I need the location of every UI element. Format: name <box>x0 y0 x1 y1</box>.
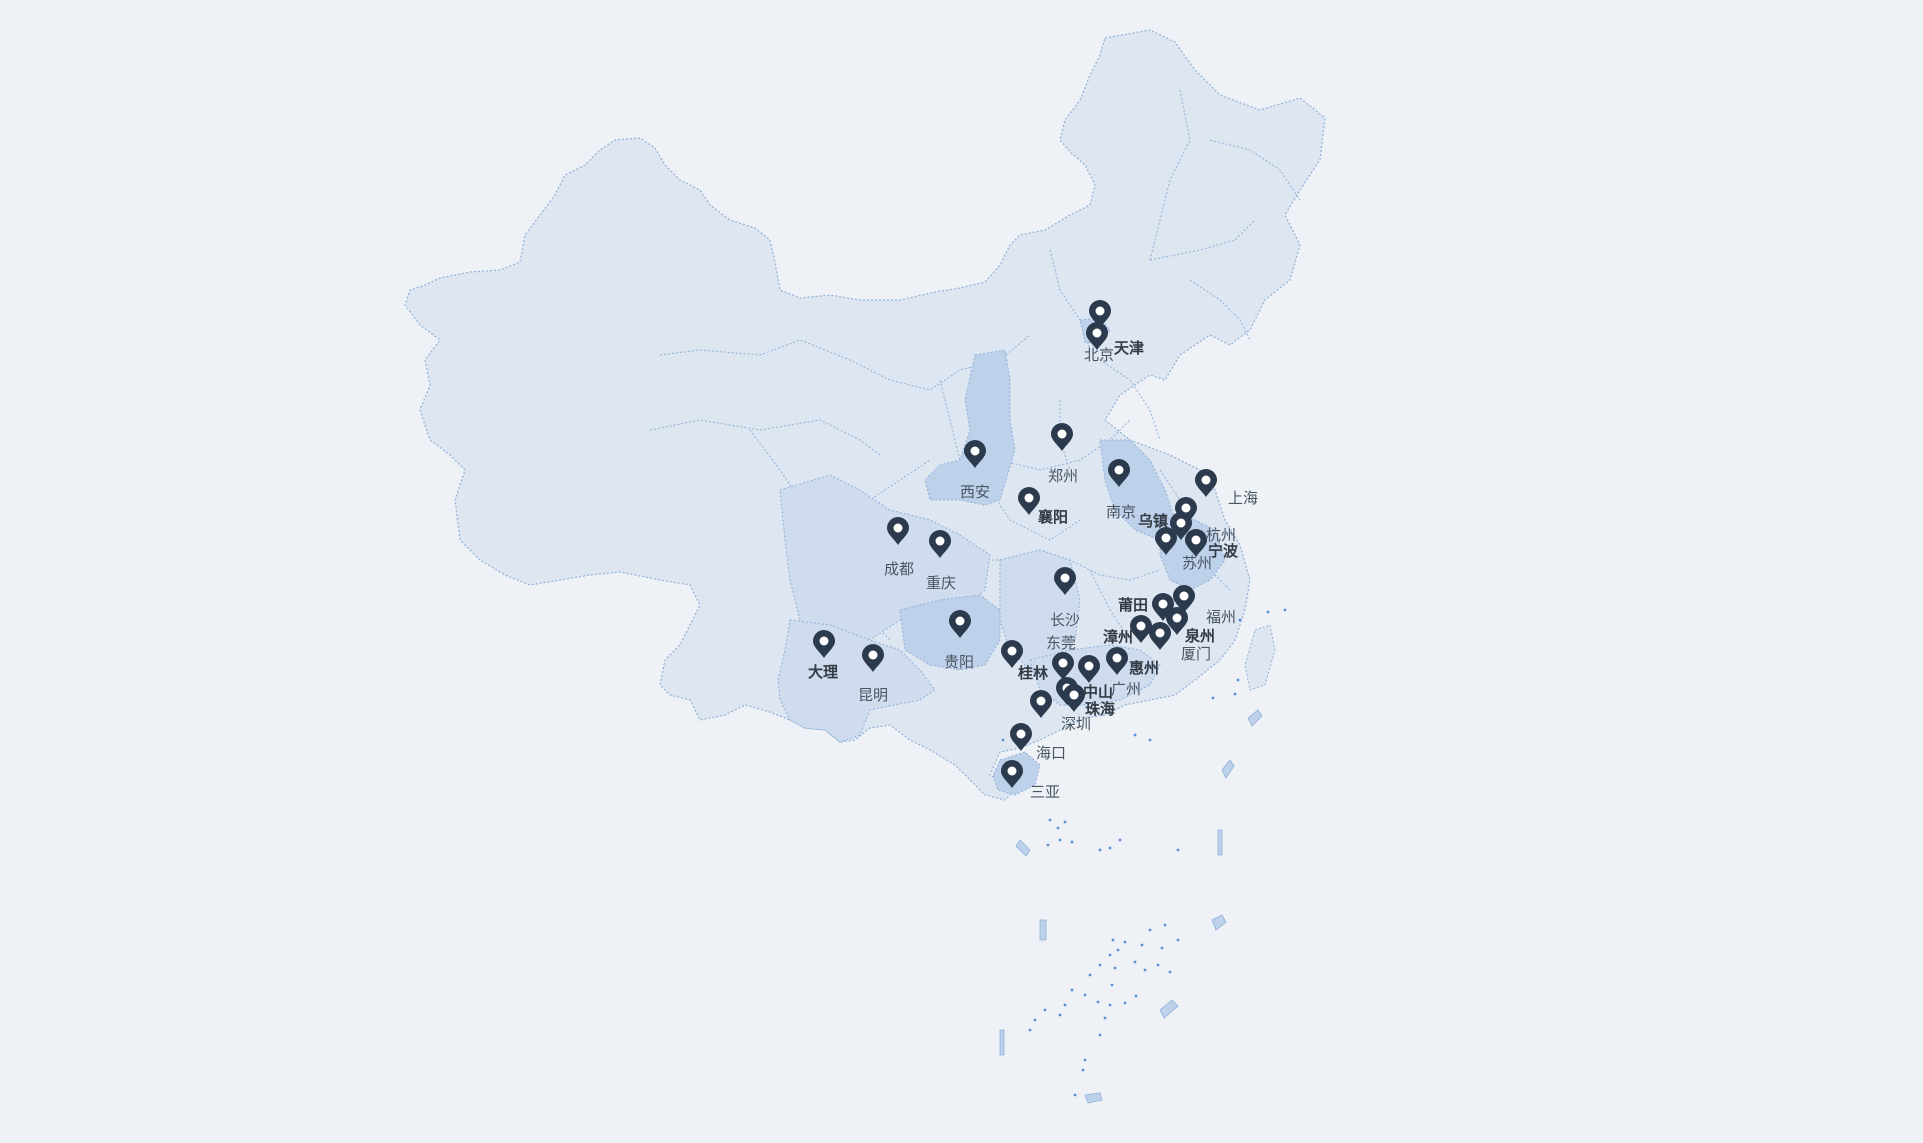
city-label-zhuhai: 珠海 <box>1085 700 1115 718</box>
map-pin-dot <box>970 446 980 456</box>
map-pin-dot <box>1158 599 1168 609</box>
region-yunnan <box>777 619 936 743</box>
map-pin-dot <box>1016 729 1026 739</box>
map-pin-nanjing[interactable] <box>1108 459 1130 487</box>
map-pin-dot <box>1007 766 1017 776</box>
map-pin-dot <box>1114 465 1124 475</box>
city-label-chongqing: 重庆 <box>926 574 956 592</box>
city-label-tianjin: 天津 <box>1114 339 1144 357</box>
map-pin-dot <box>1176 518 1186 528</box>
map-pin-dot <box>1036 696 1046 706</box>
city-label-guilin: 桂林 <box>1017 664 1049 682</box>
map-pin-zhengzhou[interactable] <box>1051 423 1073 451</box>
map-pin-dot <box>1057 429 1067 439</box>
city-label-haikou: 海口 <box>1036 744 1066 762</box>
map-pin-chongqing[interactable] <box>929 530 951 558</box>
map-pin-guangzhou[interactable] <box>1078 655 1100 683</box>
map-pin-dot <box>1191 535 1201 545</box>
city-label-xiamen: 厦门 <box>1181 645 1211 663</box>
region-shaanxi <box>924 349 1016 506</box>
city-label-changsha: 长沙 <box>1050 611 1080 629</box>
south-sea-dash-line <box>999 709 1263 1104</box>
map-pin-haikou[interactable] <box>1010 723 1032 751</box>
map-pin-dali[interactable] <box>813 630 835 658</box>
map-pin-shenzhen[interactable] <box>1030 690 1052 718</box>
map-pin-dot <box>935 536 945 546</box>
map-pin-dot <box>1092 328 1102 338</box>
city-label-putian: 莆田 <box>1118 596 1148 614</box>
map-pin-dongguan[interactable] <box>1052 652 1074 680</box>
map-pin-xian[interactable] <box>964 440 986 468</box>
map-pin-xiamen[interactable] <box>1149 622 1171 650</box>
map-pin-dot <box>1095 306 1105 316</box>
region-taiwan <box>1244 624 1276 691</box>
city-label-suzhou: 苏州 <box>1182 554 1212 572</box>
city-label-nanjing: 南京 <box>1106 503 1136 521</box>
map-pin-dot <box>1084 661 1094 671</box>
city-label-shenzhen: 深圳 <box>1061 715 1091 733</box>
map-pin-shanghai[interactable] <box>1195 469 1217 497</box>
island-dots <box>1001 608 1287 1097</box>
city-label-huizhou: 惠州 <box>1129 659 1159 677</box>
map-pin-dot <box>1007 646 1017 656</box>
map-pin-dot <box>1069 690 1079 700</box>
map-pin-fuzhou[interactable] <box>1173 585 1195 613</box>
map-pin-dot <box>893 523 903 533</box>
city-label-sanya: 三亚 <box>1030 783 1060 801</box>
map-pin-chengdu[interactable] <box>887 517 909 545</box>
map-pin-dot <box>1136 621 1146 631</box>
map-pin-suzhou[interactable] <box>1155 527 1177 555</box>
map-pin-dot <box>1155 628 1165 638</box>
map-pin-ningbo[interactable] <box>1185 529 1207 557</box>
city-label-hangzhou: 杭州 <box>1206 526 1236 544</box>
city-label-shanghai: 上海 <box>1228 489 1258 507</box>
map-pin-dot <box>1161 533 1171 543</box>
city-label-zhangzhou: 漳州 <box>1103 628 1133 646</box>
map-pin-zhangzhou[interactable] <box>1130 615 1152 643</box>
map-pin-changsha[interactable] <box>1054 567 1076 595</box>
map-pin-dot <box>1179 591 1189 601</box>
map-pin-huizhou[interactable] <box>1106 647 1128 675</box>
map-pin-dot <box>1058 658 1068 668</box>
city-label-ningbo: 宁波 <box>1208 542 1239 560</box>
map-pin-quanzhou[interactable] <box>1166 607 1188 635</box>
map-pin-beijing[interactable] <box>1086 322 1108 350</box>
map-pin-xiangyang[interactable] <box>1018 487 1040 515</box>
map-pin-dot <box>1172 613 1182 623</box>
city-label-wuzhen: 乌镇 <box>1138 512 1168 530</box>
city-label-fuzhou: 福州 <box>1206 608 1236 626</box>
region-guizhou <box>899 594 1001 671</box>
city-label-beijing: 北京 <box>1084 346 1114 364</box>
city-label-chengdu: 成都 <box>884 560 914 578</box>
city-label-dali: 大理 <box>808 663 838 681</box>
city-label-zhongshan: 中山 <box>1083 683 1113 701</box>
map-pin-dot <box>819 636 829 646</box>
city-label-guiyang: 贵阳 <box>944 653 974 671</box>
map-pin-guiyang[interactable] <box>949 610 971 638</box>
city-label-quanzhou: 泉州 <box>1184 627 1215 645</box>
map-pin-kunming[interactable] <box>862 644 884 672</box>
map-pin-dot <box>1181 503 1191 513</box>
map-pin-tianjin[interactable] <box>1089 300 1111 328</box>
map-pin-dot <box>1201 475 1211 485</box>
city-label-dongguan: 东莞 <box>1046 634 1076 652</box>
map-pin-zhuhai[interactable] <box>1063 684 1085 712</box>
map-pin-sanya[interactable] <box>1001 760 1023 788</box>
city-label-guangzhou: 广州 <box>1111 680 1141 698</box>
map-pin-dot <box>868 650 878 660</box>
city-label-zhengzhou: 郑州 <box>1048 467 1078 485</box>
city-markers-layer <box>813 300 1217 788</box>
map-pin-dot <box>955 616 965 626</box>
map-pin-dot <box>1060 573 1070 583</box>
map-pin-dot <box>1024 493 1034 503</box>
city-label-xian: 西安 <box>960 483 990 501</box>
regions-layer <box>404 29 1326 1104</box>
map-pin-guilin[interactable] <box>1001 640 1023 668</box>
map-pin-dot <box>1112 653 1122 663</box>
city-label-xiangyang: 襄阳 <box>1037 508 1068 526</box>
city-label-kunming: 昆明 <box>858 686 888 704</box>
